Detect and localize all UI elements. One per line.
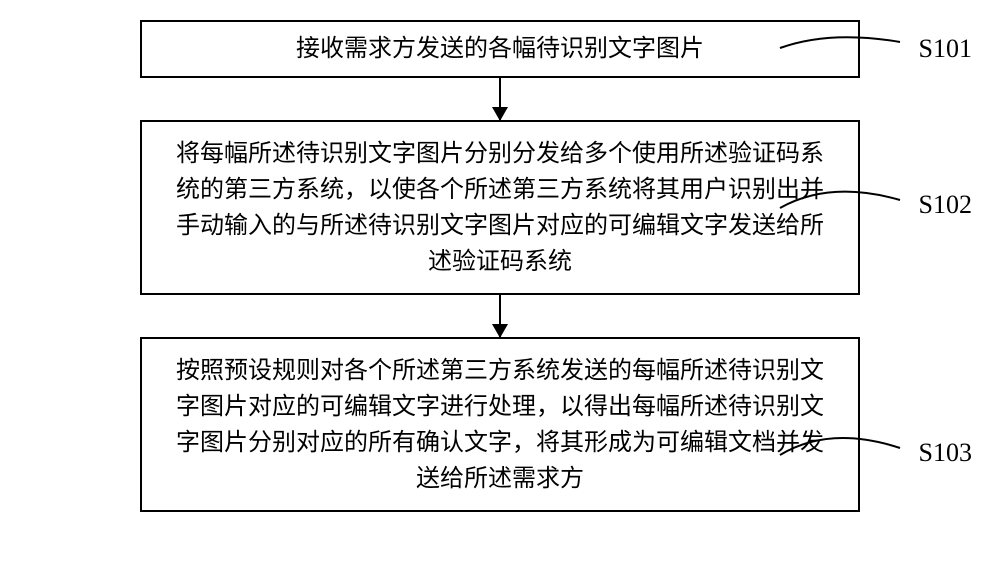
flowchart-container: 接收需求方发送的各幅待识别文字图片 将每幅所述待识别文字图片分别分发给多个使用所…	[60, 20, 940, 512]
step2-text: 将每幅所述待识别文字图片分别分发给多个使用所述验证码系统的第三方系统，以使各个所…	[166, 136, 834, 280]
step2-label: S102	[919, 190, 972, 220]
step1-text: 接收需求方发送的各幅待识别文字图片	[296, 31, 704, 67]
flowchart-node-step2: 将每幅所述待识别文字图片分别分发给多个使用所述验证码系统的第三方系统，以使各个所…	[140, 120, 860, 295]
flowchart-node-step1: 接收需求方发送的各幅待识别文字图片	[140, 20, 860, 78]
step3-label: S103	[919, 438, 972, 468]
arrow-1-to-2	[499, 78, 501, 120]
flowchart-node-step3: 按照预设规则对各个所述第三方系统发送的每幅所述待识别文字图片对应的可编辑文字进行…	[140, 337, 860, 512]
step1-label: S101	[919, 34, 972, 64]
step3-text: 按照预设规则对各个所述第三方系统发送的每幅所述待识别文字图片对应的可编辑文字进行…	[166, 353, 834, 497]
arrow-2-to-3	[499, 295, 501, 337]
